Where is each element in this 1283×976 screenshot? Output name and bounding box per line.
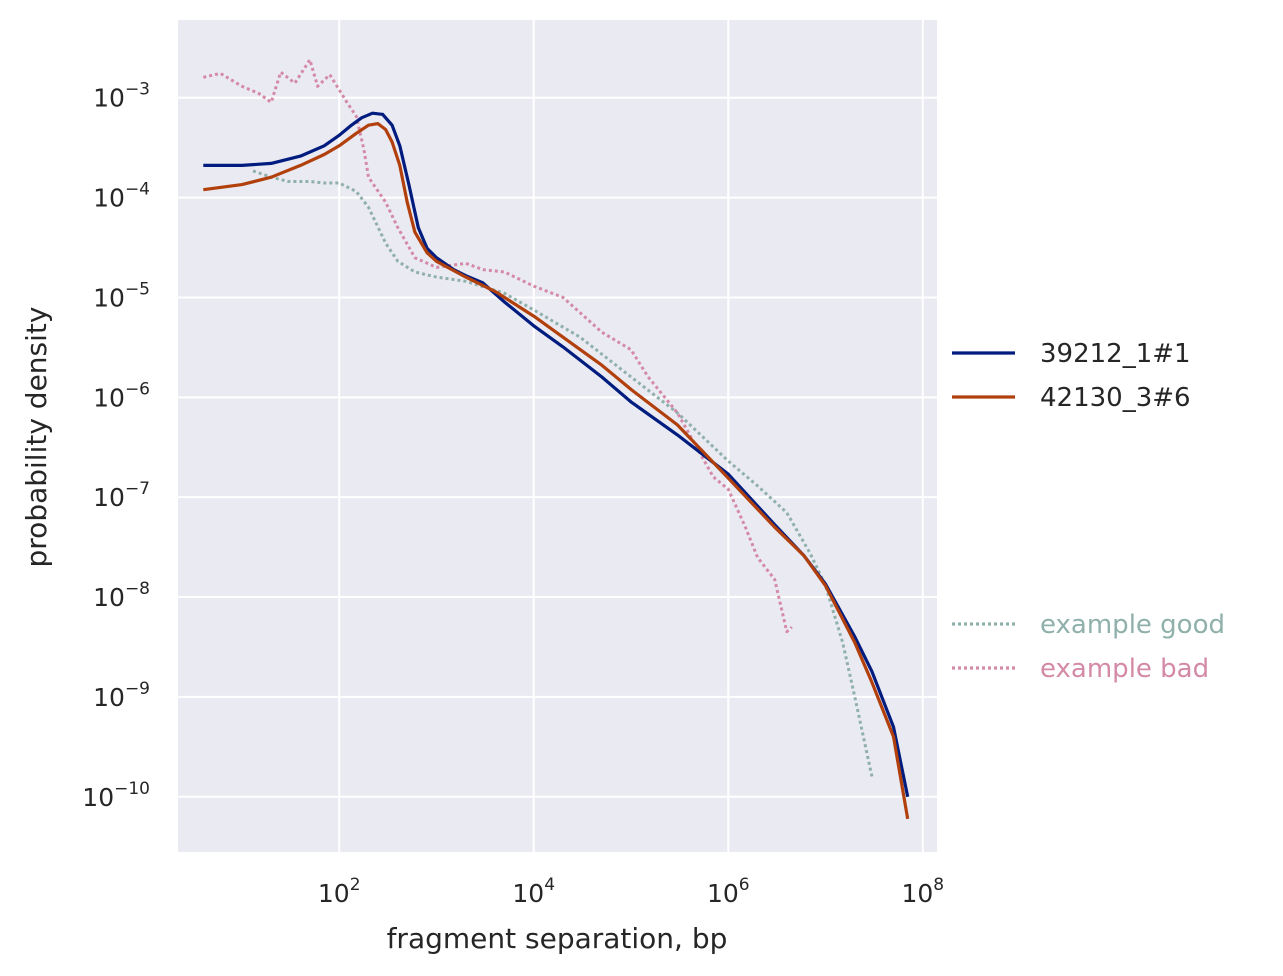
legend-label: 42130_3#6 [1040,383,1191,413]
legend-label: example bad [1040,654,1209,684]
x-axis-label: fragment separation, bp [387,922,728,955]
x-tick-label: 104 [512,875,555,908]
y-tick-label: 10−6 [93,379,150,412]
y-tick-label: 10−10 [82,779,150,812]
x-tick-label: 108 [901,875,944,908]
y-tick-label: 10−5 [93,279,150,312]
y-tick-label: 10−4 [93,180,150,213]
plot-area [178,20,937,852]
y-tick-labels: 10−3 10−4 10−5 10−6 10−7 10−8 10−9 10−10 [82,80,150,812]
x-tick-label: 102 [318,875,361,908]
series-lines [202,58,910,820]
series-line-42130-3-6 [203,122,910,820]
y-tick-label: 10−3 [93,80,150,113]
y-tick-label: 10−9 [93,679,150,712]
legend-label: 39212_1#1 [1040,339,1191,369]
series-line-example-bad [202,58,793,634]
y-tick-label: 10−8 [93,579,150,612]
x-tick-labels: 102 104 106 108 [318,875,944,908]
legend-label: example good [1040,610,1225,640]
x-tick-label: 106 [707,875,750,908]
y-axis-label: probability density [20,307,53,568]
y-tick-label: 10−7 [93,479,150,512]
grid-lines [178,20,937,852]
